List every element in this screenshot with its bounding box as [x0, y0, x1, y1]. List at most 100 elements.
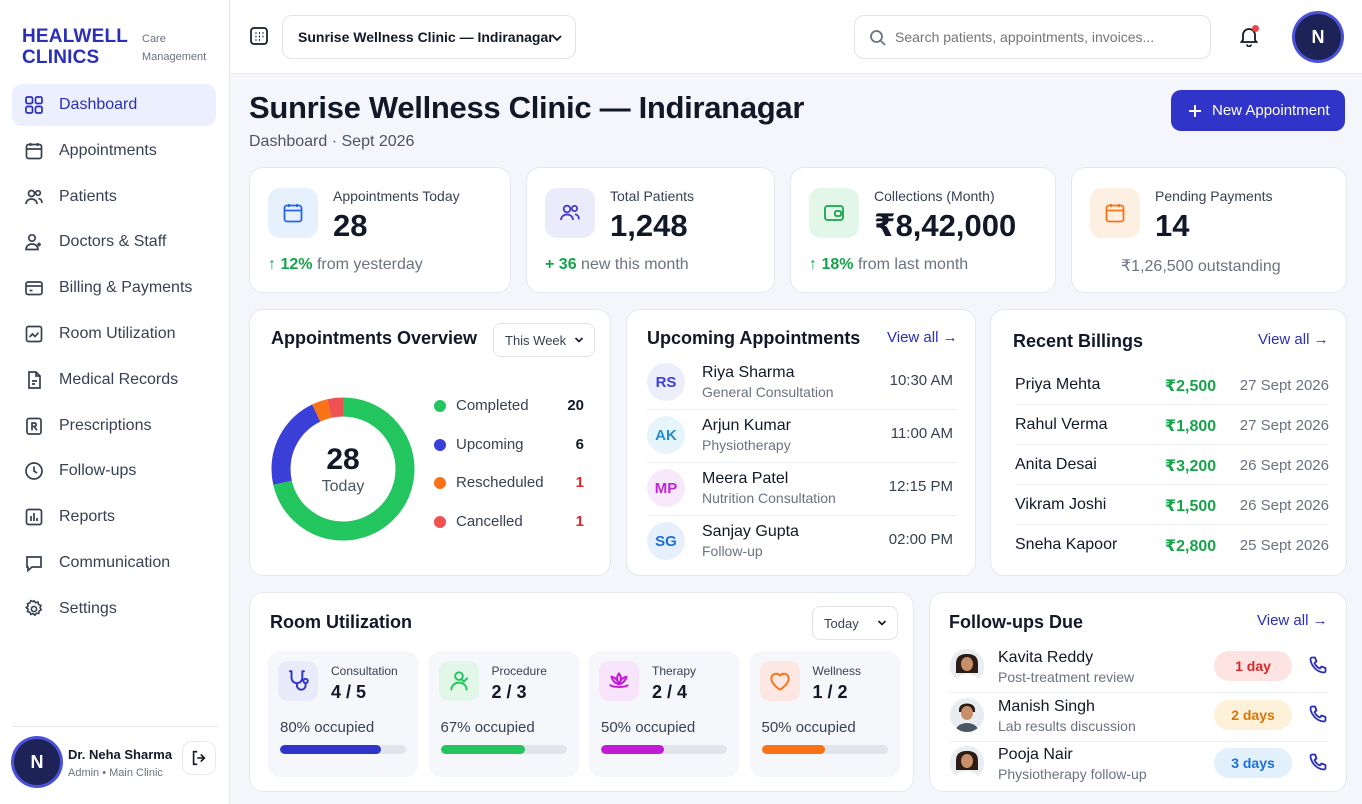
upcoming-view-all-link[interactable]: View all → [887, 329, 958, 346]
room-occupied-text: 50% occupied [601, 719, 696, 736]
appointments-overview-card: Appointments Overview This Week 28 Today… [249, 309, 611, 576]
brand-tagline-line2: Management [142, 51, 207, 63]
report-icon [25, 508, 43, 526]
sidebar-item-appointments[interactable]: Appointments [12, 130, 216, 172]
stat-icon-box [1090, 188, 1140, 238]
room-count: 2 / 3 [491, 682, 527, 702]
sidebar-item-reports[interactable]: Reports [12, 496, 216, 538]
followup-row[interactable]: Kavita Reddy Post-treatment review 1 day [950, 643, 1328, 693]
search-box[interactable] [854, 15, 1211, 59]
stat-label: Pending Payments [1155, 188, 1273, 204]
billing-amount: ₹2,800 [1165, 538, 1217, 555]
appointment-type: Follow-up [702, 543, 763, 559]
appointment-row[interactable]: MP Meera Patel Nutrition Consultation 12:15… [647, 464, 957, 516]
stethoscope-icon [288, 670, 309, 691]
sidebar-item-label: Doctors & Staff [59, 233, 167, 251]
billing-row[interactable]: Rahul Verma ₹1,800 27 Sept 2026 [1015, 405, 1329, 445]
followups-view-all-link[interactable]: View all → [1257, 612, 1328, 629]
legend-dot [434, 515, 446, 528]
sidebar-item-medical-records[interactable]: Medical Records [12, 359, 216, 401]
calendar-icon [25, 142, 43, 160]
search-input[interactable] [895, 26, 1195, 48]
billing-row[interactable]: Priya Mehta ₹2,500 27 Sept 2026 [1015, 365, 1329, 405]
stat-label: Appointments Today [333, 188, 460, 204]
billing-amount: ₹1,800 [1165, 418, 1217, 435]
user-name: Dr. Neha Sharma [68, 747, 173, 762]
stat-trend-value: 36 [558, 256, 577, 273]
brand-logo[interactable]: HEALWELL CLINICS [22, 26, 128, 68]
clinic-selector[interactable]: Sunrise Wellness Clinic — Indiranagar [282, 15, 576, 59]
billing-date: 26 Sept 2026 [1239, 497, 1329, 514]
stat-card-pending-payments[interactable]: Pending Payments 14 ₹1,26,500 outstandin… [1071, 167, 1347, 293]
sidebar-item-label: Prescriptions [59, 416, 152, 434]
sidebar-item-billing[interactable]: Billing & Payments [12, 267, 216, 309]
sidebar-item-communication[interactable]: Communication [12, 542, 216, 584]
sidebar-item-room-utilization[interactable]: Room Utilization [12, 313, 216, 355]
section-title: Follow-ups Due [949, 612, 1083, 632]
room-icon-box [278, 661, 318, 701]
clinic-calendar-icon[interactable] [248, 25, 270, 52]
stat-trend-text: from last month [857, 256, 969, 273]
followup-reason: Lab results discussion [998, 717, 1136, 734]
legend-label: Rescheduled [456, 474, 544, 491]
section-title: Room Utilization [270, 612, 412, 632]
followup-patient-name: Pooja Nair [998, 746, 1073, 763]
appointment-row[interactable]: RS Riya Sharma General Consultation 10:30 A… [647, 358, 957, 410]
sidebar-item-settings[interactable]: Settings [12, 588, 216, 630]
sidebar-item-follow-ups[interactable]: Follow-ups [12, 450, 216, 492]
call-button[interactable] [1308, 704, 1328, 729]
followup-row[interactable]: Pooja Nair Physiotherapy follow-up 3 days [950, 740, 1328, 790]
logout-button[interactable] [182, 741, 216, 775]
stat-trend: + 36 new this month [545, 256, 689, 274]
stat-card-collections[interactable]: Collections (Month) ₹8,42,000 ↑ 18% from… [790, 167, 1056, 293]
new-appointment-button[interactable]: New Appointment [1171, 90, 1345, 131]
due-badge: 1 day [1214, 651, 1292, 681]
stat-card-total-patients[interactable]: Total Patients 1,248 + 36 new this month [526, 167, 775, 293]
overview-range-select[interactable]: This Week [493, 323, 595, 357]
patient-initials: SG [647, 522, 685, 560]
room-range-select[interactable]: Today [812, 606, 898, 640]
notifications-button[interactable] [1238, 25, 1262, 49]
appointment-row[interactable]: SG Sanjay Gupta Follow-up 02:00 PM [647, 517, 957, 569]
donut-slice-cancelled[interactable] [271, 397, 415, 541]
stat-card-appointments-today[interactable]: Appointments Today 28 ↑ 12% from yesterd… [249, 167, 511, 293]
legend-label: Upcoming [456, 435, 524, 453]
call-button[interactable] [1308, 752, 1328, 777]
room-progress-fill [280, 745, 381, 754]
room-card-consultation[interactable]: Consultation 4 / 5 80% occupied [268, 651, 418, 777]
sidebar-item-patients[interactable]: Patients [12, 176, 216, 218]
sidebar-item-prescriptions[interactable]: Prescriptions [12, 405, 216, 447]
page-title: Sunrise Wellness Clinic — Indiranagar [249, 90, 805, 125]
billing-row[interactable]: Vikram Joshi ₹1,500 26 Sept 2026 [1015, 485, 1329, 525]
room-utilization-card: Room Utilization Today Consultation 4 / 5… [249, 592, 914, 792]
room-card-procedure[interactable]: Procedure 2 / 3 67% occupied [428, 651, 579, 777]
billing-date: 27 Sept 2026 [1239, 417, 1329, 434]
sidebar-item-doctors-staff[interactable]: Doctors & Staff [12, 221, 216, 263]
billings-view-all-link[interactable]: View all → [1258, 331, 1329, 348]
new-appointment-label: New Appointment [1212, 102, 1330, 119]
room-card-therapy[interactable]: Therapy 2 / 4 50% occupied [589, 651, 739, 777]
sidebar-item-dashboard[interactable]: Dashboard [12, 84, 216, 126]
room-icon-box [599, 661, 639, 701]
brand-tagline: Care Management [142, 30, 206, 66]
sidebar-item-label: Appointments [59, 141, 157, 159]
phone-icon [1309, 753, 1327, 771]
phone-icon [1309, 656, 1327, 674]
appointment-row[interactable]: AK Arjun Kumar Physiotherapy 11:00 AM [647, 411, 957, 463]
user-avatar[interactable]: N [14, 739, 60, 785]
legend-value: 1 [575, 474, 584, 491]
top-avatar[interactable]: N [1295, 14, 1341, 60]
plus-icon: + [545, 256, 559, 273]
room-card-wellness[interactable]: Wellness 1 / 2 50% occupied [749, 651, 900, 777]
donut-slice-upcoming[interactable] [271, 397, 415, 541]
billing-row[interactable]: Sneha Kapoor ₹2,800 25 Sept 2026 [1015, 525, 1329, 565]
sidebar-item-label: Settings [59, 599, 117, 617]
row-divider [950, 692, 1328, 693]
legend-item: Rescheduled 1 [434, 473, 584, 493]
call-button[interactable] [1308, 655, 1328, 680]
patient-initials: RS [647, 363, 685, 401]
room-progress-bar [601, 745, 727, 754]
row-divider [1015, 524, 1329, 525]
followup-row[interactable]: Manish Singh Lab results discussion 2 days [950, 692, 1328, 742]
billing-row[interactable]: Anita Desai ₹3,200 26 Sept 2026 [1015, 445, 1329, 485]
